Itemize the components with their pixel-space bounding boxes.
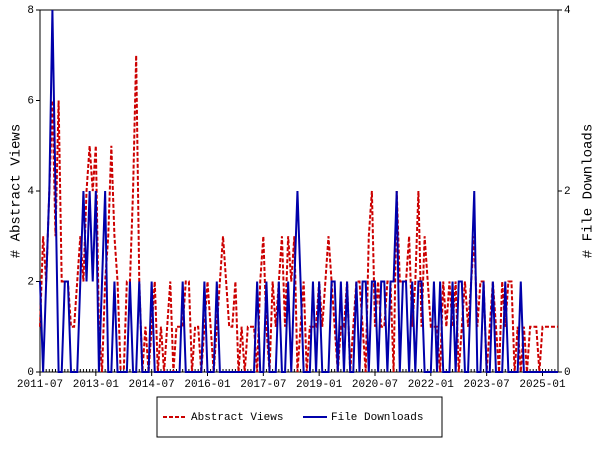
x-tick-label: 2014-07 — [129, 379, 175, 391]
legend-label: File Downloads — [331, 412, 423, 424]
x-tick-label: 2013-01 — [73, 379, 120, 391]
y2-tick-label: 2 — [564, 186, 571, 198]
y-axis-title: # Abstract Views — [9, 124, 25, 258]
legend-label: Abstract Views — [191, 412, 283, 424]
x-tick-label: 2019-01 — [296, 379, 343, 391]
x-tick-label: 2016-01 — [184, 379, 231, 391]
plot-frame — [39, 9, 559, 373]
y-tick-label: 6 — [27, 95, 34, 107]
y-tick-label: 2 — [27, 276, 34, 288]
x-tick-label: 2020-07 — [352, 379, 398, 391]
x-tick-label: 2022-01 — [408, 379, 455, 391]
y2-axis-title: # File Downloads — [581, 124, 597, 258]
x-tick-label: 2017-07 — [240, 379, 286, 391]
y-tick-label: 4 — [27, 186, 34, 198]
y-tick-label: 0 — [27, 367, 34, 379]
y-tick-label: 8 — [27, 5, 34, 17]
x-tick-label: 2025-01 — [519, 379, 566, 391]
y2-tick-label: 4 — [564, 5, 571, 17]
x-tick-label: 2011-07 — [17, 379, 63, 391]
y2-tick-label: 0 — [564, 367, 571, 379]
x-tick-label: 2023-07 — [464, 379, 510, 391]
series-line — [39, 9, 558, 373]
legend-box — [156, 396, 443, 438]
